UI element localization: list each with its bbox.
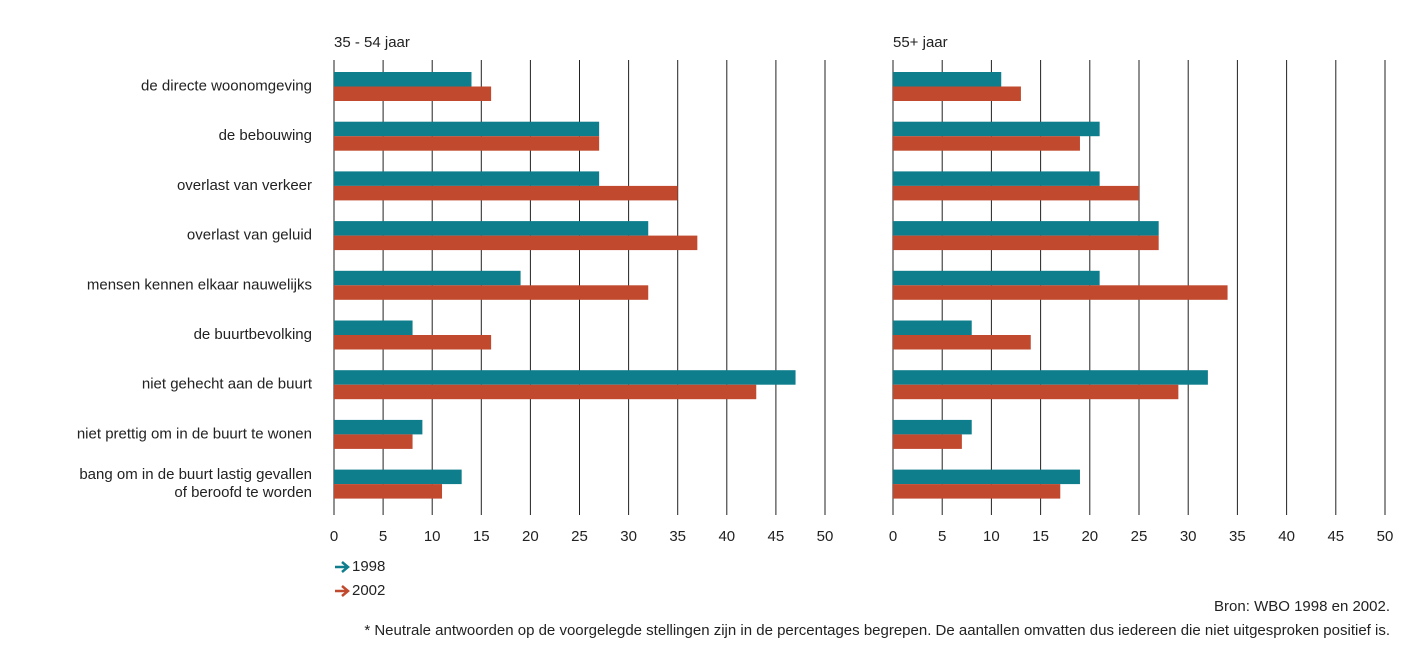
x-tick-label: 25 [1131, 528, 1148, 545]
x-tick-label: 20 [522, 528, 539, 545]
bar [893, 270, 1100, 286]
x-tick-label: 30 [1180, 528, 1197, 545]
bar [334, 484, 443, 499]
bar [334, 384, 757, 400]
bar [893, 235, 1159, 251]
legend-arrow [335, 561, 350, 573]
category-label: mensen kennen elkaar nauwelijks [87, 276, 312, 293]
bar [334, 221, 649, 236]
bar [893, 335, 1031, 350]
category-label: overlast van verkeer [177, 177, 312, 194]
bar [334, 136, 600, 151]
bar [893, 434, 962, 449]
x-tick-label: 15 [1032, 528, 1049, 545]
x-tick-label: 40 [1278, 528, 1295, 545]
x-tick-label: 5 [938, 528, 946, 545]
bar [893, 469, 1080, 485]
bar [893, 121, 1100, 137]
panel-subtitle: 55+ jaar [893, 34, 948, 51]
bar [893, 72, 1002, 87]
category-label: de bebouwing [219, 127, 312, 144]
bar [334, 86, 492, 101]
bar [334, 171, 600, 186]
category-label: niet gehecht aan de buurt [142, 376, 313, 393]
bar [893, 86, 1021, 101]
x-tick-label: 45 [768, 528, 785, 545]
legend-label: 2002 [352, 582, 385, 599]
category-label: overlast van geluid [187, 227, 312, 244]
x-tick-label: 50 [817, 528, 834, 545]
x-tick-label: 5 [379, 528, 387, 545]
bar [893, 484, 1061, 499]
x-tick-label: 0 [330, 528, 338, 545]
category-label: niet prettig om in de buurt te wonen [77, 425, 312, 442]
bar [893, 320, 972, 335]
category-label: bang om in de buurt lastig gevallen of be… [79, 466, 312, 501]
bar [893, 185, 1139, 201]
x-tick-label: 35 [1229, 528, 1246, 545]
panel-subtitle: 35 - 54 jaar [334, 34, 410, 51]
bar [334, 185, 678, 201]
bar [334, 285, 649, 300]
x-tick-label: 35 [669, 528, 686, 545]
category-label: de directe woonomgeving [141, 77, 312, 94]
bar [334, 72, 472, 87]
legend-label: 1998 [352, 558, 385, 575]
bar [334, 434, 413, 449]
bar [893, 285, 1228, 300]
category-label: de buurtbevolking [194, 326, 312, 343]
x-tick-label: 10 [983, 528, 1000, 545]
bar [893, 171, 1100, 186]
bar [334, 370, 796, 385]
bar [334, 270, 521, 286]
footnote: * Neutrale antwoorden op de voorgelegde … [364, 622, 1390, 639]
bar [893, 136, 1080, 151]
bar [334, 419, 423, 435]
bar [334, 469, 462, 485]
x-tick-label: 15 [473, 528, 490, 545]
bar [334, 320, 413, 335]
x-tick-label: 50 [1377, 528, 1394, 545]
x-tick-label: 25 [571, 528, 588, 545]
bar [893, 384, 1179, 400]
legend-arrow [335, 585, 350, 597]
bar [334, 335, 492, 350]
bar [893, 221, 1159, 236]
x-tick-label: 0 [889, 528, 897, 545]
x-tick-label: 30 [620, 528, 637, 545]
bar [893, 370, 1208, 385]
x-tick-label: 40 [718, 528, 735, 545]
bar [334, 235, 698, 251]
x-tick-label: 20 [1081, 528, 1098, 545]
x-tick-label: 10 [424, 528, 441, 545]
source: Bron: WBO 1998 en 2002. [1214, 598, 1390, 615]
x-tick-label: 45 [1327, 528, 1344, 545]
bar [893, 419, 972, 435]
bar [334, 121, 600, 137]
